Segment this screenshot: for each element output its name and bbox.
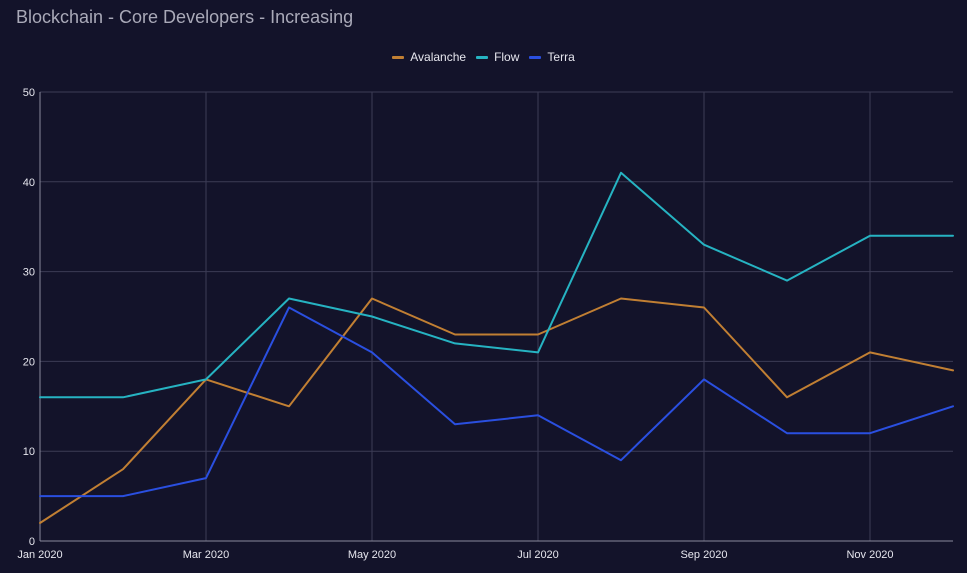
legend-label: Avalanche (410, 50, 467, 65)
chart-legend: Avalanche Flow Terra (0, 49, 967, 64)
x-tick-label: Jul 2020 (517, 549, 559, 561)
x-tick-label: May 2020 (348, 549, 396, 561)
series-line-avalanche (39, 297, 954, 524)
x-tick-label: Jan 2020 (17, 549, 62, 561)
axes (39, 92, 953, 542)
legend-swatch (529, 55, 542, 59)
y-tick-label: 20 (23, 356, 35, 368)
y-tick-label: 40 (23, 177, 35, 189)
x-tick-label: Nov 2020 (846, 549, 893, 561)
grid-lines (40, 91, 953, 541)
legend-label: Flow (494, 50, 520, 65)
y-tick-label: 30 (23, 267, 35, 279)
series-line-flow (39, 171, 954, 399)
chart-title: Blockchain - Core Developers - Increasin… (16, 7, 354, 27)
legend-item-terra[interactable]: Terra (529, 49, 575, 65)
legend-label: Terra (547, 50, 575, 65)
legend-swatch (392, 55, 405, 59)
x-tick-label: Sep 2020 (680, 549, 727, 561)
y-tick-label: 50 (23, 87, 35, 99)
y-tick-label: 0 (29, 536, 35, 548)
legend-swatch (476, 55, 489, 59)
series-lines (39, 171, 954, 524)
tick-labels: 0 10 20 30 40 50 Jan 2020 Mar 2020 May 2020 Jul 2… (17, 87, 893, 561)
x-tick-label: Mar 2020 (183, 549, 229, 561)
legend-item-flow[interactable]: Flow (476, 49, 519, 64)
series-line-terra (39, 306, 954, 498)
y-tick-label: 10 (23, 446, 35, 458)
legend-item-avalanche[interactable]: Avalanche (392, 49, 466, 64)
